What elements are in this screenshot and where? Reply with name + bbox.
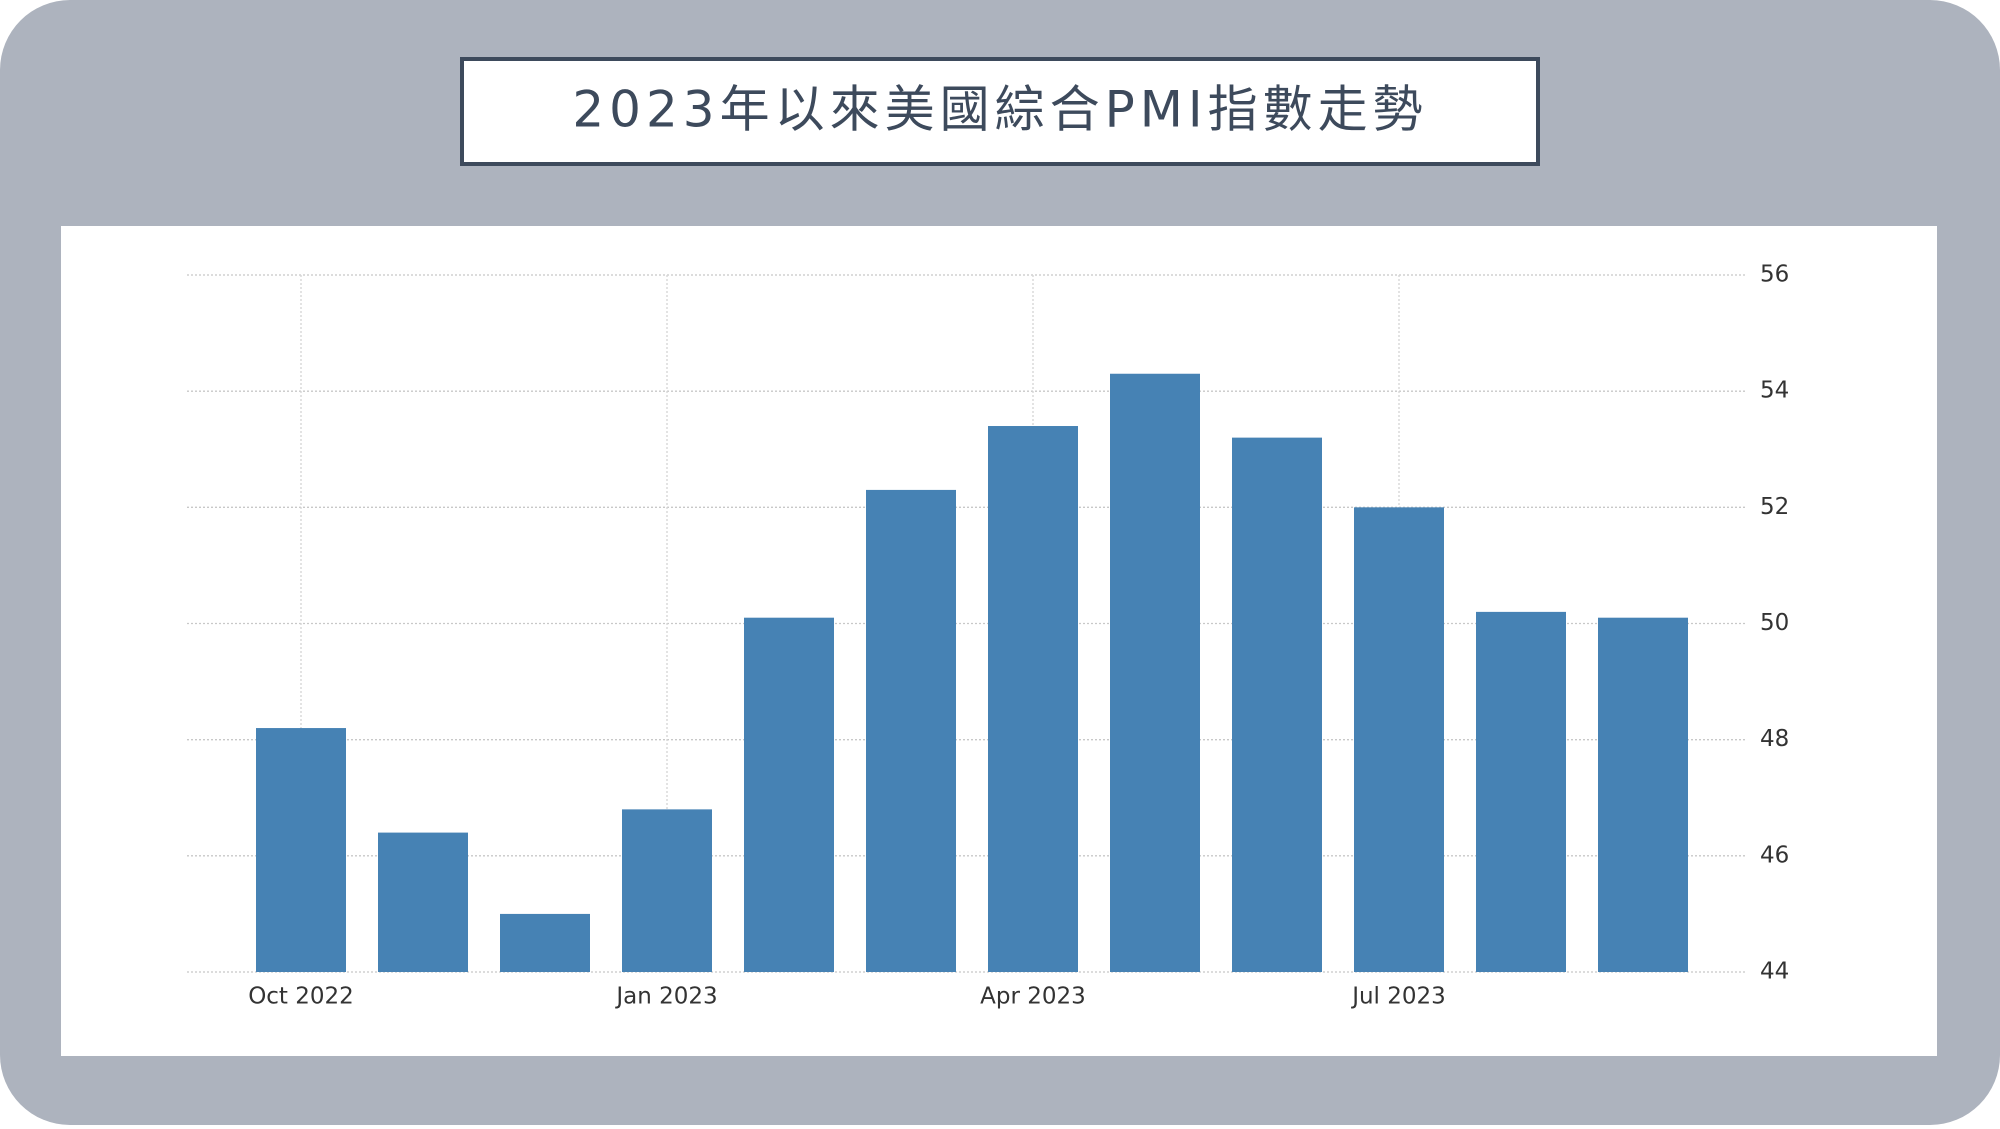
title-box [460,57,1540,166]
y-tick-label: 46 [1760,842,1789,868]
bar [256,728,346,972]
bar [1110,373,1200,972]
x-tick-label: Jan 2023 [614,984,717,1010]
y-tick-label: 56 [1760,262,1789,288]
bar [988,426,1078,972]
y-tick-label: 44 [1760,959,1789,985]
y-tick-label: 50 [1760,610,1789,636]
bar [1232,437,1322,973]
bar [744,617,834,972]
bar [1598,617,1688,972]
bar [378,832,468,972]
x-tick-label: Jul 2023 [1350,984,1446,1010]
y-tick-label: 48 [1760,726,1789,752]
x-tick-label: Oct 2022 [248,984,354,1010]
x-tick-label: Apr 2023 [980,984,1086,1010]
bar [500,913,590,972]
bar [866,489,956,972]
y-tick-label: 52 [1760,494,1789,520]
bar [622,809,712,972]
bar [1354,507,1444,972]
y-tick-label: 54 [1760,378,1789,404]
bar [1476,611,1566,972]
chart-title: 2023年以來美國綜合PMI指數走勢 [572,81,1427,139]
